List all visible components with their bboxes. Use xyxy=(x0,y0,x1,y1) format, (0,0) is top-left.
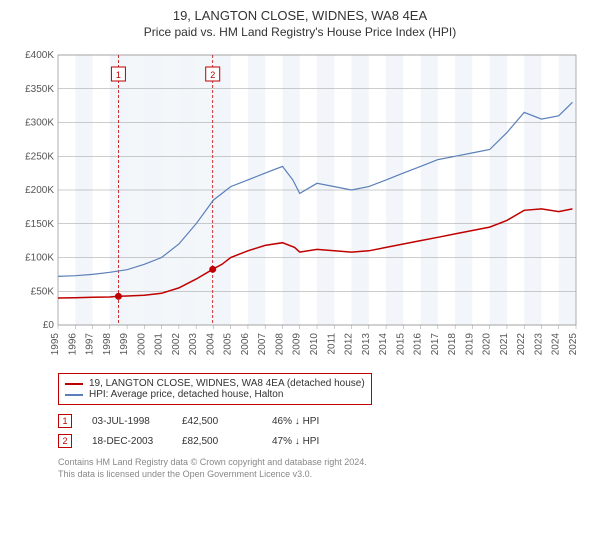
svg-text:1999: 1999 xyxy=(119,333,130,356)
svg-text:£100K: £100K xyxy=(25,253,54,264)
callout-marker: 2 xyxy=(58,434,72,448)
legend-swatch xyxy=(65,383,83,385)
legend-label: HPI: Average price, detached house, Halt… xyxy=(89,389,283,400)
svg-text:£200K: £200K xyxy=(25,185,54,196)
svg-text:2003: 2003 xyxy=(188,333,199,356)
svg-text:2001: 2001 xyxy=(154,333,165,356)
legend-item: 19, LANGTON CLOSE, WIDNES, WA8 4EA (deta… xyxy=(65,378,365,389)
svg-text:2016: 2016 xyxy=(413,333,424,356)
svg-text:2000: 2000 xyxy=(136,333,147,356)
svg-text:2010: 2010 xyxy=(309,333,320,356)
callout-marker: 1 xyxy=(58,414,72,428)
footnote-line: Contains HM Land Registry data © Crown c… xyxy=(58,457,588,469)
callout-delta: 47% ↓ HPI xyxy=(272,436,342,447)
svg-text:£0: £0 xyxy=(43,320,55,331)
chart: £0 £50K £100K £150K £200K £250K £300K £350K £400… xyxy=(12,47,588,367)
title-block: 19, LANGTON CLOSE, WIDNES, WA8 4EA Price… xyxy=(12,8,588,39)
svg-text:2017: 2017 xyxy=(430,333,441,356)
callout-price: £82,500 xyxy=(182,436,252,447)
callout-row: 2 18-DEC-2003 £82,500 47% ↓ HPI xyxy=(58,431,588,451)
chart-container: 19, LANGTON CLOSE, WIDNES, WA8 4EA Price… xyxy=(0,0,600,488)
svg-text:2021: 2021 xyxy=(499,333,510,356)
callout-table: 1 03-JUL-1998 £42,500 46% ↓ HPI 2 18-DEC-2003… xyxy=(58,411,588,451)
legend-label: 19, LANGTON CLOSE, WIDNES, WA8 4EA (deta… xyxy=(89,378,365,389)
svg-text:2009: 2009 xyxy=(292,333,303,356)
svg-text:£400K: £400K xyxy=(25,50,54,61)
svg-text:2015: 2015 xyxy=(395,333,406,356)
svg-text:2024: 2024 xyxy=(551,333,562,356)
svg-text:£300K: £300K xyxy=(25,118,54,129)
svg-text:2013: 2013 xyxy=(361,333,372,356)
svg-text:2025: 2025 xyxy=(568,333,579,356)
svg-text:2023: 2023 xyxy=(533,333,544,356)
svg-text:2004: 2004 xyxy=(205,333,216,356)
svg-text:2019: 2019 xyxy=(464,333,475,356)
svg-text:2012: 2012 xyxy=(344,333,355,356)
svg-text:2020: 2020 xyxy=(482,333,493,356)
callout-date: 03-JUL-1998 xyxy=(92,416,162,427)
line-chart-svg: £0 £50K £100K £150K £200K £250K £300K £350K £400… xyxy=(12,47,588,367)
callout-delta: 46% ↓ HPI xyxy=(272,416,342,427)
footnote-line: This data is licensed under the Open Gov… xyxy=(58,469,588,481)
svg-text:2018: 2018 xyxy=(447,333,458,356)
svg-text:£150K: £150K xyxy=(25,219,54,230)
svg-text:£350K: £350K xyxy=(25,84,54,95)
svg-text:1996: 1996 xyxy=(67,333,78,356)
svg-text:£250K: £250K xyxy=(25,151,54,162)
svg-text:2022: 2022 xyxy=(516,333,527,356)
svg-text:2002: 2002 xyxy=(171,333,182,356)
svg-text:1998: 1998 xyxy=(102,333,113,356)
callout-date: 18-DEC-2003 xyxy=(92,436,162,447)
callout-row: 1 03-JUL-1998 £42,500 46% ↓ HPI xyxy=(58,411,588,431)
svg-text:2: 2 xyxy=(210,70,215,80)
page-subtitle: Price paid vs. HM Land Registry's House … xyxy=(12,25,588,39)
legend-swatch xyxy=(65,394,83,396)
svg-text:2011: 2011 xyxy=(326,333,337,355)
svg-text:2006: 2006 xyxy=(240,333,251,356)
svg-text:1997: 1997 xyxy=(85,333,96,356)
svg-text:2005: 2005 xyxy=(223,333,234,356)
svg-text:1: 1 xyxy=(116,70,121,80)
svg-text:2014: 2014 xyxy=(378,333,389,356)
svg-text:2008: 2008 xyxy=(274,333,285,356)
legend-item: HPI: Average price, detached house, Halt… xyxy=(65,389,365,400)
footnote: Contains HM Land Registry data © Crown c… xyxy=(58,457,588,480)
legend: 19, LANGTON CLOSE, WIDNES, WA8 4EA (deta… xyxy=(58,373,372,405)
svg-text:1995: 1995 xyxy=(50,333,61,356)
page-title: 19, LANGTON CLOSE, WIDNES, WA8 4EA xyxy=(12,8,588,23)
callout-price: £42,500 xyxy=(182,416,252,427)
svg-text:£50K: £50K xyxy=(31,286,55,297)
svg-text:2007: 2007 xyxy=(257,333,268,356)
